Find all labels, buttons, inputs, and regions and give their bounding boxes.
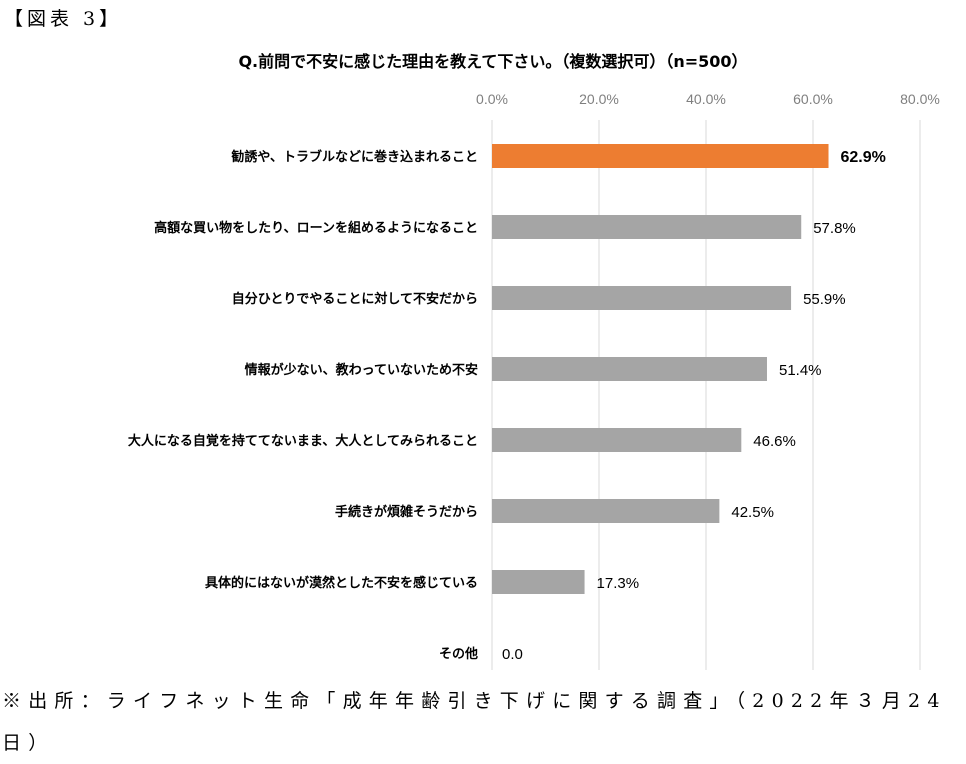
x-tick-label: 40.0% (686, 91, 726, 107)
bar (492, 215, 802, 239)
bar (492, 570, 585, 594)
data-label: 17.3% (597, 575, 640, 592)
bar (492, 144, 829, 168)
bar (492, 428, 742, 452)
x-tick-label: 80.0% (900, 91, 940, 107)
bar (492, 499, 720, 523)
data-label: 62.9% (841, 149, 886, 166)
data-label: 57.8% (813, 220, 856, 237)
category-label: 具体的にはないが漠然とした不安を感じている (205, 575, 478, 591)
category-label: 大人になる自覚を持ててないまま、大人としてみられること (128, 433, 478, 449)
x-tick-label: 0.0% (476, 91, 508, 107)
category-label: 自分ひとりでやることに対して不安だから (232, 291, 478, 307)
data-label: 55.9% (803, 291, 846, 308)
source-footnote: ※出所：ライフネット生命「成年年齢引き下げに関する調査」（2022年３月24日） (2, 690, 947, 754)
figure-label: 【図表 3】 (4, 8, 123, 30)
bar-chart: 0.0% 20.0% 40.0% 60.0% 80.0% 勧誘や、トラブルなどに巻き込まれ… (128, 91, 940, 670)
data-label: 46.6% (753, 433, 796, 450)
data-label: 51.4% (779, 362, 822, 379)
bar (492, 357, 767, 381)
data-label: 0.0 (502, 646, 523, 663)
category-label: その他 (439, 646, 478, 662)
category-label: 手続きが煩雑そうだから (335, 504, 478, 520)
category-label: 勧誘や、トラブルなどに巻き込まれること (230, 149, 478, 165)
category-label: 高額な買い物をしたり、ローンを組めるようになること (154, 220, 478, 236)
chart-title: Q.前問で不安に感じた理由を教えて下さい。（複数選択可）（n=500） (238, 52, 748, 71)
bar (492, 286, 792, 310)
category-label: 情報が少ない、教わっていないため不安 (245, 362, 478, 378)
x-tick-label: 20.0% (579, 91, 619, 107)
data-label: 42.5% (731, 504, 774, 521)
x-tick-label: 60.0% (793, 91, 833, 107)
